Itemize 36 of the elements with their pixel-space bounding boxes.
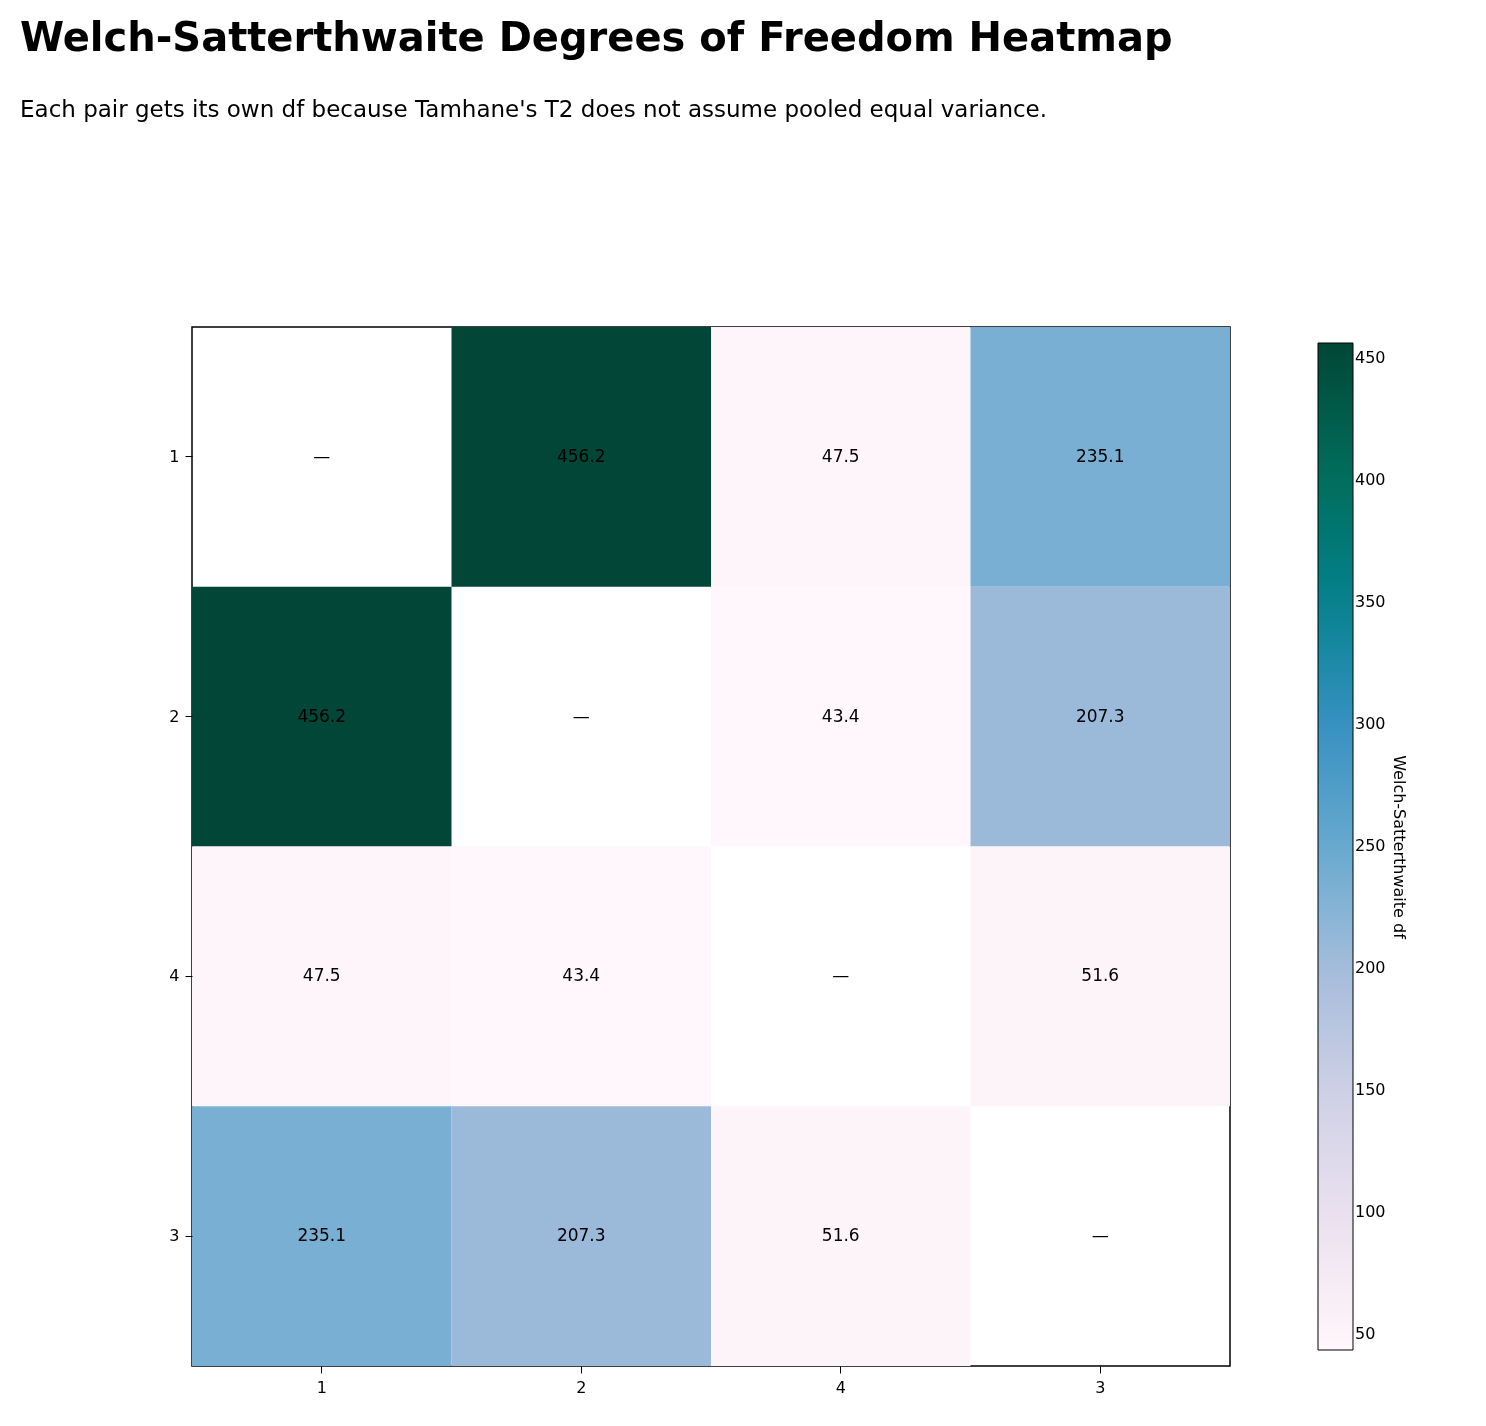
color-bar-label: 400: [1355, 470, 1386, 490]
data-label: 51.6: [821, 1225, 860, 1246]
color-bar-label: 450: [1355, 348, 1386, 368]
y-tick-label: 3: [169, 1226, 180, 1246]
x-tick-label: 4: [835, 1377, 846, 1397]
data-label: 43.4: [821, 705, 860, 726]
chart-title: Welch-Satterthwaite Degrees of Freedom Heatmap: [20, 14, 1173, 60]
data-label: 47.5: [302, 965, 341, 986]
y-tick-label: 4: [169, 966, 180, 986]
color-bar-label: 300: [1355, 714, 1386, 734]
data-label: 207.3: [556, 1225, 606, 1246]
data-label: 456.2: [297, 705, 347, 726]
y-tick-label: 2: [169, 706, 180, 726]
color-bar-title: Welch-Satterthwaite df: [1390, 755, 1409, 940]
x-tick-label: 1: [316, 1377, 327, 1397]
data-label: 43.4: [562, 965, 601, 986]
color-bar-label: 100: [1355, 1201, 1386, 1221]
color-bar-label: 50: [1355, 1323, 1376, 1343]
x-tick-label: 3: [1095, 1377, 1106, 1397]
color-bar-label: 350: [1355, 592, 1386, 612]
data-label: 207.3: [1075, 705, 1125, 726]
data-label: 456.2: [556, 445, 606, 466]
text: —: [572, 705, 590, 726]
data-label: 235.1: [297, 1225, 347, 1246]
data-label: 51.6: [1081, 965, 1120, 986]
text: —: [832, 965, 850, 986]
text: —: [1091, 1225, 1109, 1246]
color-bar-label: 200: [1355, 957, 1386, 977]
color-bar-label: 150: [1355, 1079, 1386, 1099]
y-tick-label: 1: [169, 446, 180, 466]
color-bar-label: 250: [1355, 836, 1386, 856]
data-label: 47.5: [821, 445, 860, 466]
data-label: 235.1: [1075, 445, 1125, 466]
text: —: [313, 445, 331, 466]
chart-subtitle: Each pair gets its own df because Tamhane's T2 does not assume pooled equal variance.: [20, 96, 1048, 122]
x-tick-label: 2: [576, 1377, 587, 1397]
